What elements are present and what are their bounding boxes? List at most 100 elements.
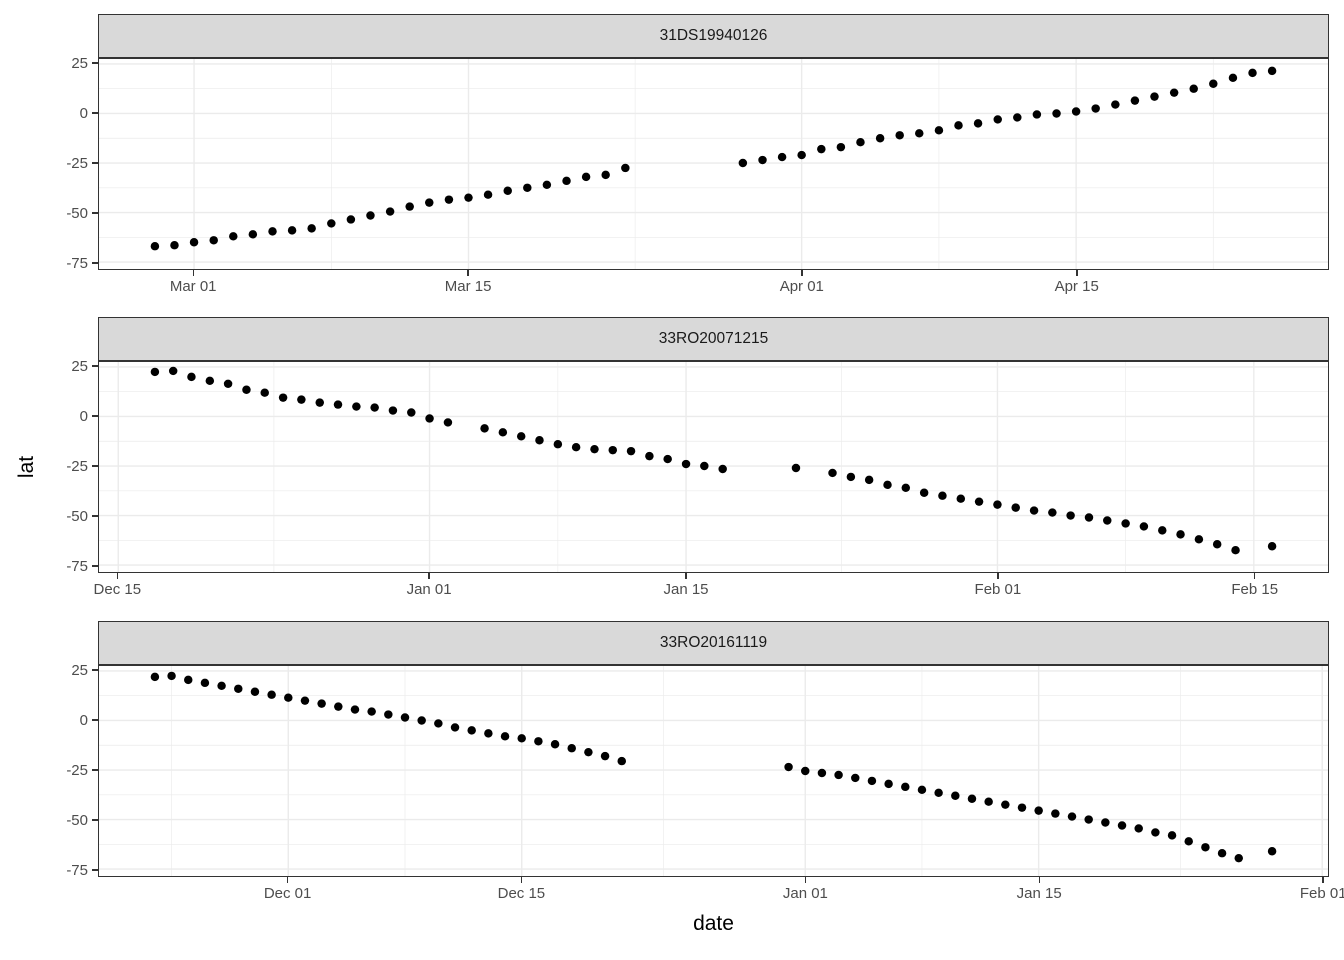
data-point <box>260 388 269 397</box>
data-point <box>242 385 251 394</box>
data-point <box>817 768 827 778</box>
x-tick-label: Jan 01 <box>406 581 452 598</box>
x-tick-label: Jan 15 <box>1016 885 1062 902</box>
data-point <box>150 672 160 682</box>
data-point <box>571 442 581 452</box>
data-point <box>567 744 576 753</box>
x-tick-label: Mar 15 <box>444 278 492 295</box>
data-point <box>867 776 877 786</box>
x-tick-label: Mar 01 <box>169 278 217 295</box>
data-point <box>1209 79 1218 88</box>
data-point <box>385 207 395 216</box>
y-tick-mark <box>91 819 98 821</box>
data-point <box>1184 837 1193 846</box>
data-point <box>718 464 727 474</box>
data-point <box>307 224 316 233</box>
panel-canvas <box>99 362 1328 572</box>
data-point <box>601 170 610 180</box>
data-point <box>250 687 260 696</box>
data-point <box>1101 818 1110 827</box>
data-point <box>168 366 178 376</box>
data-point <box>967 794 977 803</box>
data-point <box>1169 88 1179 97</box>
panel-canvas <box>99 666 1328 876</box>
data-point <box>1011 503 1020 512</box>
data-point <box>663 454 672 464</box>
data-point <box>223 379 233 389</box>
data-point <box>1189 84 1198 93</box>
data-point <box>284 693 293 702</box>
data-point <box>777 152 787 162</box>
data-point <box>1167 831 1177 840</box>
data-point <box>1176 530 1185 539</box>
y-tick-label: 25 <box>71 661 88 679</box>
data-point <box>407 408 416 417</box>
y-tick-label: -75 <box>66 861 88 879</box>
data-point <box>417 716 426 725</box>
data-point <box>1194 535 1204 544</box>
data-point <box>836 142 846 152</box>
data-point <box>993 500 1002 509</box>
data-point <box>828 468 837 478</box>
x-tick-label: Feb 01 <box>974 581 1022 598</box>
data-point <box>327 219 336 228</box>
y-tick-label: -25 <box>66 154 88 172</box>
y-tick-mark <box>91 515 98 517</box>
data-point <box>209 236 218 245</box>
data-point <box>444 195 454 204</box>
data-point <box>856 137 865 147</box>
x-tick-mark <box>467 270 469 276</box>
data-point <box>229 232 238 241</box>
data-point <box>370 403 379 412</box>
data-point <box>367 707 376 716</box>
data-point <box>1032 110 1042 119</box>
data-point <box>993 115 1002 124</box>
data-point <box>817 144 826 154</box>
x-tick-mark <box>1076 270 1078 276</box>
y-tick-mark <box>91 719 98 721</box>
x-tick-label: Feb 15 <box>1231 581 1279 598</box>
x-tick-mark <box>1253 573 1256 579</box>
y-tick-label: -75 <box>66 254 88 272</box>
data-point <box>346 215 356 224</box>
data-point <box>450 723 460 732</box>
facet-strip-label: 31DS19940126 <box>659 27 768 44</box>
data-point <box>542 180 552 190</box>
data-point <box>938 491 947 500</box>
y-tick-mark <box>91 565 98 567</box>
data-point <box>974 497 984 506</box>
y-tick-label: -75 <box>66 557 88 575</box>
data-point <box>617 756 626 766</box>
x-tick-label: Dec 15 <box>93 581 142 598</box>
data-point <box>334 702 343 711</box>
data-point <box>405 202 414 211</box>
y-tick-mark <box>91 262 98 264</box>
y-tick-label: 25 <box>71 54 88 72</box>
data-point <box>1013 113 1022 122</box>
data-point <box>791 463 801 473</box>
data-point <box>167 671 176 681</box>
data-point <box>170 241 179 250</box>
data-point <box>581 172 591 182</box>
data-point <box>1267 66 1277 76</box>
data-point <box>1267 847 1277 856</box>
y-tick-mark <box>91 162 98 164</box>
data-point <box>1052 109 1061 118</box>
data-point <box>884 779 893 789</box>
data-point <box>1117 821 1127 830</box>
data-point <box>895 131 904 140</box>
y-tick-label: -50 <box>66 204 88 222</box>
data-point <box>535 436 544 445</box>
data-point <box>956 494 966 503</box>
data-point <box>1139 522 1149 531</box>
data-point <box>1017 803 1027 812</box>
data-point <box>590 444 599 454</box>
data-point <box>901 483 911 493</box>
data-point <box>388 406 398 415</box>
data-point <box>517 734 526 743</box>
data-point <box>267 690 276 699</box>
x-axis: Dec 15 Jan 01 Jan 15 Feb 01 Feb 15 <box>0 573 1344 609</box>
data-point <box>1048 508 1057 517</box>
y-tick-mark <box>91 62 98 64</box>
data-point <box>352 402 361 411</box>
